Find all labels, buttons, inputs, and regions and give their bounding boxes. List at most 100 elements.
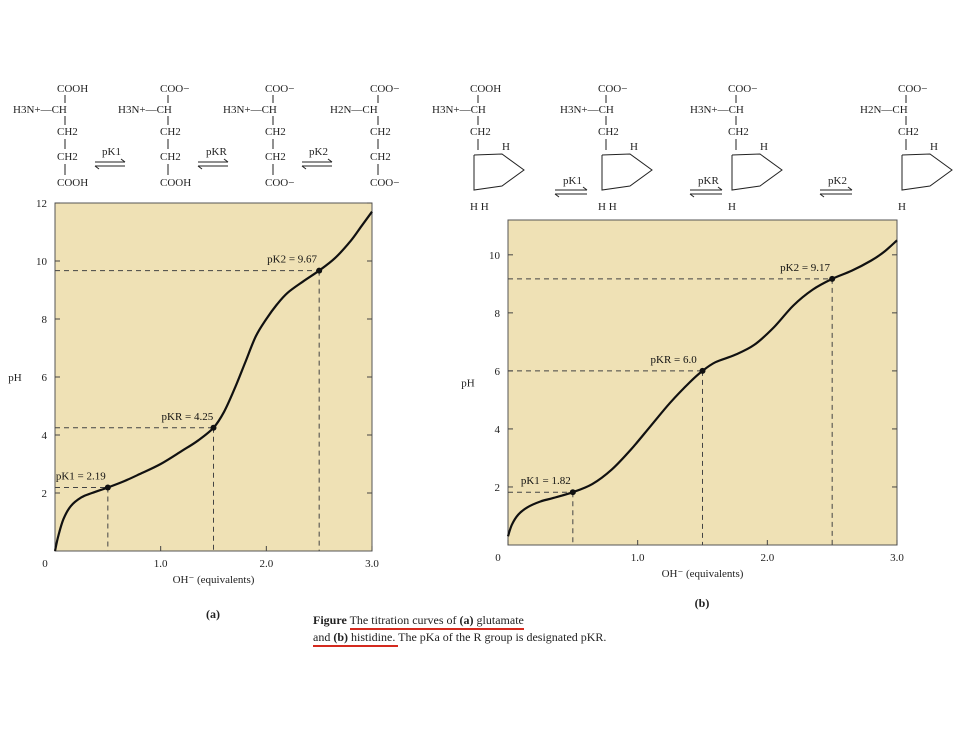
- imidazole-ring: H H H: [598, 141, 653, 213]
- structure-text: COO−: [370, 177, 399, 189]
- histidine-form-1: COOH H3N+—CH CH2 H H H: [432, 83, 525, 213]
- structure-text: H3N+—CH: [690, 104, 744, 116]
- structure-text: CH2: [160, 126, 181, 138]
- caption-text: glutamate: [476, 613, 524, 627]
- histidine-form-2: COO− H3N+—CH CH2 H H H: [560, 83, 653, 213]
- ring-atom-text: H: [898, 201, 906, 213]
- pk-label: pK2 = 9.67: [267, 254, 317, 266]
- chart-a: 2 4 6 8 10 12 0 1.0 2.0 3.0 OH⁻ (equivalents) pH pK1…: [8, 198, 379, 621]
- ring-atom-text: H H: [598, 201, 617, 213]
- x-tick-label: 2.0: [760, 552, 774, 564]
- y-tick-label: 12: [36, 198, 47, 210]
- x-tick-label: 3.0: [890, 552, 904, 564]
- ring-atom-text: H: [760, 141, 768, 153]
- structure-text: CH2: [598, 126, 619, 138]
- pk-label: pKR = 4.25: [162, 411, 214, 423]
- structure-text: CH2: [898, 126, 919, 138]
- pk-point: [104, 484, 111, 491]
- structure-text: H3N+—CH: [118, 104, 172, 116]
- x-axis-label: OH⁻ (equivalents): [173, 574, 255, 586]
- glutamate-form-3: COO− H3N+—CH CH2 CH2 COO−: [223, 83, 294, 189]
- structure-text: COO−: [265, 83, 294, 95]
- structure-text: CH2: [57, 126, 78, 138]
- equilibrium-arrow: pK1: [554, 175, 588, 198]
- structure-text: COOH: [57, 83, 88, 95]
- pk-label: pK1 = 1.82: [521, 475, 571, 487]
- caption-panel-a: (a): [459, 613, 474, 627]
- arrow-label: pKR: [698, 175, 719, 187]
- pk-point: [699, 367, 706, 374]
- caption-panel-b: (b): [333, 630, 348, 644]
- equilibrium-arrow: pK2: [819, 175, 853, 198]
- structure-text: CH2: [370, 151, 391, 163]
- structure-text: H3N+—CH: [223, 104, 277, 116]
- caption-highlight-2: and (b) histidine.: [313, 630, 399, 647]
- ring-atom-text: H: [630, 141, 638, 153]
- glutamate-form-4: COO− H2N—CH CH2 CH2 COO−: [330, 83, 399, 189]
- pk-label: pKR = 6.0: [651, 354, 698, 366]
- arrow-label: pK1: [563, 175, 582, 187]
- panel-label: (a): [206, 607, 220, 621]
- plot-area: [54, 202, 373, 552]
- glutamate-form-1: COOH H3N+—CH CH2 CH2 COOH: [13, 83, 88, 189]
- equilibrium-arrow: pKR: [197, 146, 229, 170]
- figure-caption: Figure The titration curves of (a) gluta…: [313, 612, 633, 647]
- structure-text: CH2: [160, 151, 181, 163]
- pk-label: pK2 = 9.17: [780, 262, 830, 274]
- glutamate-form-2: COO− H3N+—CH CH2 CH2 COOH: [118, 83, 191, 189]
- pk-point: [569, 489, 576, 496]
- y-tick-label: 6: [42, 372, 48, 384]
- x-tick-label: 1.0: [154, 558, 168, 570]
- structure-text: COOH: [57, 177, 88, 189]
- ring-atom-text: H: [502, 141, 510, 153]
- imidazole-ring: H H H: [470, 141, 525, 213]
- structure-text: COOH: [160, 177, 191, 189]
- structure-text: CH2: [370, 126, 391, 138]
- arrow-label: pK2: [309, 146, 328, 158]
- x-axis-label: OH⁻ (equivalents): [662, 568, 744, 580]
- equilibrium-arrow: pK2: [301, 146, 333, 170]
- structure-text: H3N+—CH: [13, 104, 67, 116]
- caption-highlight-1: The titration curves of (a) glutamate: [349, 613, 524, 630]
- pk-label: pK1 = 2.19: [56, 470, 106, 482]
- pk-point: [829, 275, 836, 282]
- structure-text: COOH: [470, 83, 501, 95]
- ring-atom-text: H: [930, 141, 938, 153]
- y-tick-label: 8: [42, 314, 48, 326]
- panel-label: (b): [695, 596, 710, 610]
- ring-atom-text: H H: [470, 201, 489, 213]
- caption-text: The titration curves of: [349, 613, 457, 627]
- arrow-label: pK2: [828, 175, 847, 187]
- x-tick-label: 2.0: [259, 558, 273, 570]
- y-tick-label: 10: [489, 250, 501, 262]
- x-tick-label: 0: [42, 558, 48, 570]
- equilibrium-arrow: pK1: [94, 146, 126, 170]
- structure-text: COO−: [598, 83, 627, 95]
- structure-text: CH2: [265, 151, 286, 163]
- pk-point: [316, 267, 323, 274]
- structure-text: H2N—CH: [860, 104, 908, 116]
- x-tick-label: 3.0: [365, 558, 379, 570]
- ring-atom-text: H: [728, 201, 736, 213]
- y-tick-label: 8: [495, 308, 501, 320]
- arrow-label: pKR: [206, 146, 227, 158]
- caption-label: Figure: [313, 613, 347, 627]
- structure-text: CH2: [57, 151, 78, 163]
- y-axis-label: pH: [8, 372, 22, 384]
- y-tick-label: 6: [495, 366, 501, 378]
- structure-text: COO−: [370, 83, 399, 95]
- imidazole-ring: HH: [728, 141, 783, 213]
- y-tick-label: 4: [495, 424, 501, 436]
- structure-text: CH2: [470, 126, 491, 138]
- chart-b: 2 4 6 8 10 0 1.0 2.0 3.0 OH⁻ (equivalents) pH pK1 =…: [461, 219, 904, 610]
- y-tick-label: 10: [36, 256, 48, 268]
- structure-text: H3N+—CH: [560, 104, 614, 116]
- glutamate-structures: COOH H3N+—CH CH2 CH2 COOH pK1 COO− H3N+—…: [13, 83, 399, 189]
- caption-text: The pKa of the R group is designated pKR…: [398, 630, 607, 644]
- structure-text: COO−: [728, 83, 757, 95]
- x-tick-label: 0: [495, 552, 501, 564]
